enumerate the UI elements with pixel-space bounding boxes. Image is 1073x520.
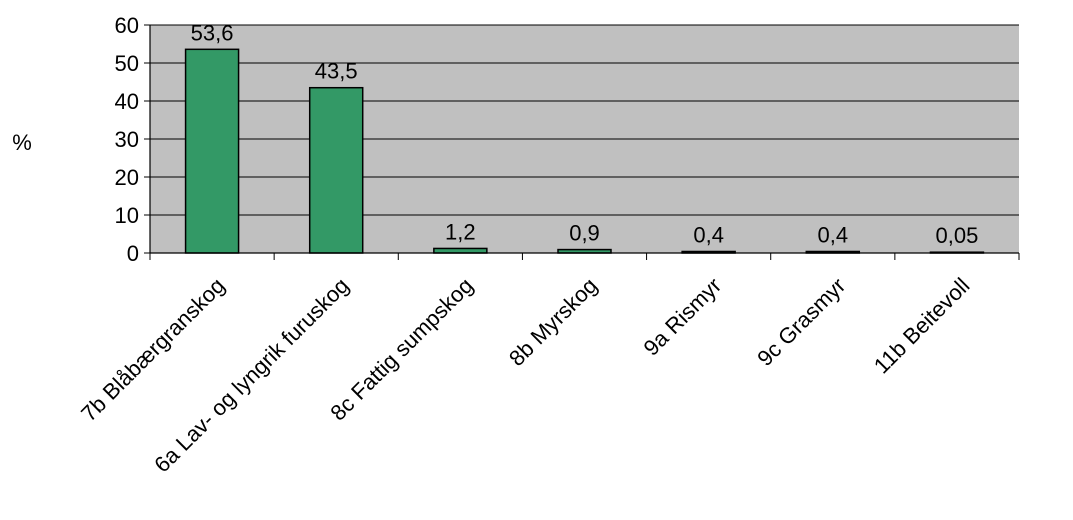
bar [184,48,240,254]
data-label: 0,4 [693,222,724,247]
data-label: 43,5 [315,59,358,84]
data-label: 53,6 [191,20,234,45]
y-tick-label: 60 [115,13,139,38]
y-tick-label: 20 [115,165,139,190]
bar [308,86,364,254]
x-category-label: 9c Grasmyr [752,273,850,371]
bar [433,247,488,254]
data-label: 0,05 [936,223,979,248]
data-label: 0,4 [817,222,848,247]
data-label: 1,2 [445,219,476,244]
y-tick-label: 40 [115,89,139,114]
x-category-label: 11b Beitevoll [869,273,975,379]
y-tick-label: 10 [115,203,139,228]
gridlines [150,24,1019,216]
y-tick-label: 30 [115,127,139,152]
bars [184,48,985,254]
y-tick-label: 0 [127,241,139,266]
y-axis-ticks: 0 10 20 30 40 50 60 [115,13,150,266]
x-category-label: 9a Rismyr [638,273,726,361]
data-labels: 53,6 43,5 1,2 0,9 0,4 0,4 0,05 [191,20,979,248]
y-axis-label: % [12,130,32,155]
y-tick-label: 50 [115,51,139,76]
data-label: 0,9 [569,221,600,246]
x-category-label: 8b Myrskog [504,273,602,371]
